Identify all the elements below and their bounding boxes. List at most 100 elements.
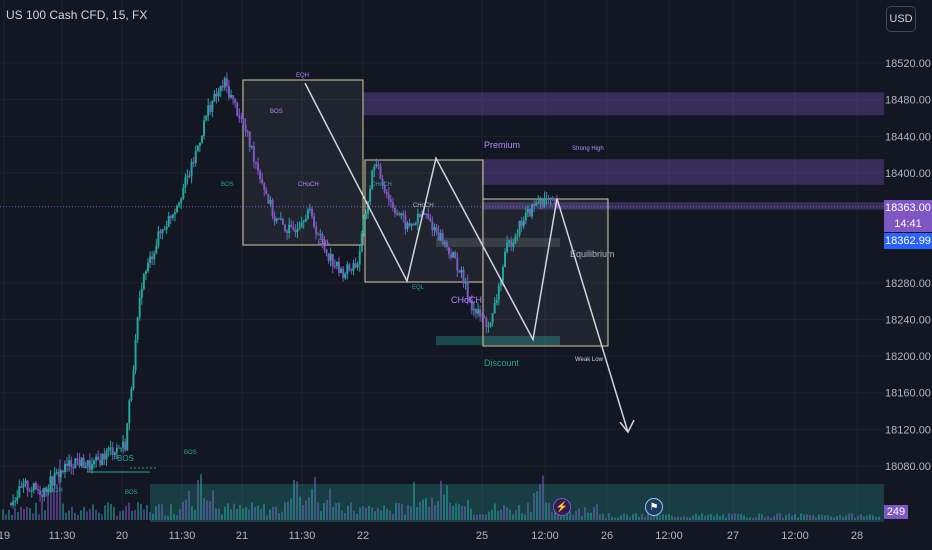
volume-bar	[746, 517, 748, 520]
candle-body	[396, 213, 399, 215]
last-price-label: 18363.00	[884, 200, 932, 216]
eqh-label: EQH	[296, 73, 309, 79]
volume-bar	[71, 506, 73, 520]
candle-body	[90, 464, 93, 470]
candle-body	[176, 205, 179, 213]
candle-body	[43, 488, 46, 497]
candle-body	[310, 208, 313, 217]
volume-bar	[2, 509, 4, 520]
volume-bar	[56, 484, 58, 520]
volume-bar	[53, 488, 55, 520]
candle-body	[535, 202, 538, 206]
candle-body	[80, 457, 83, 467]
volume-bar	[419, 501, 421, 520]
currency-button[interactable]: USD	[886, 6, 916, 32]
candle-body	[364, 214, 367, 219]
candle-body	[501, 266, 504, 281]
candle-body	[225, 78, 228, 86]
volume-bar	[302, 505, 304, 520]
candle-body	[323, 240, 326, 250]
volume-bar	[551, 511, 553, 520]
volume-bar	[278, 513, 280, 520]
candle-body	[34, 482, 37, 490]
candle-body	[28, 490, 31, 492]
candle-body	[142, 273, 145, 289]
candle-body	[456, 258, 459, 271]
price-tick-label: 18200.00	[885, 351, 931, 363]
volume-bar	[605, 517, 607, 520]
volume-bar	[413, 481, 415, 520]
candle-body	[342, 268, 345, 278]
volume-bar	[488, 511, 490, 520]
candle-body	[499, 280, 502, 286]
flag-event-icon[interactable]: ⚑	[645, 498, 663, 516]
candle-body	[126, 423, 129, 451]
volume-bar	[671, 515, 673, 520]
candle-body	[531, 204, 534, 217]
volume-bar	[254, 506, 256, 520]
candle-body	[186, 175, 189, 178]
candle-body	[66, 463, 69, 466]
candle-body	[93, 460, 96, 465]
volume-bar	[740, 513, 742, 520]
candle-body	[16, 497, 19, 501]
candle-body	[163, 229, 166, 231]
candle-body	[105, 450, 108, 460]
volume-bar	[578, 508, 580, 520]
time-tick-label: 22	[357, 530, 369, 542]
candle-body	[508, 240, 511, 243]
candle-body	[333, 266, 336, 268]
volume-bar	[197, 480, 199, 520]
volume-bar	[209, 501, 211, 520]
candle-body	[358, 251, 361, 265]
volume-bar	[734, 513, 736, 520]
volume-bar	[116, 515, 118, 520]
discount-label: Discount	[484, 358, 520, 368]
candle-body	[549, 198, 552, 200]
candle-body	[242, 118, 245, 125]
candle-body	[257, 163, 260, 171]
volume-bar	[479, 513, 481, 520]
volume-bar	[608, 513, 610, 520]
zone-rect	[482, 159, 884, 185]
volume-bar	[620, 515, 622, 520]
volume-bar	[263, 503, 265, 520]
candle-body	[485, 317, 488, 327]
volume-bar	[386, 508, 388, 520]
strong-high-label: Strong High	[572, 146, 604, 152]
volume-bar	[761, 514, 763, 520]
candle-body	[59, 470, 62, 477]
volume-bar	[407, 504, 409, 520]
volume-bar	[839, 514, 841, 520]
time-tick-label: 21	[236, 530, 248, 542]
candle-body	[340, 268, 343, 273]
volume-bar	[821, 514, 823, 520]
lightning-event-icon[interactable]: ⚡	[553, 498, 571, 516]
candle-body	[350, 269, 353, 271]
volume-bar	[23, 509, 25, 520]
candle-body	[445, 242, 448, 248]
volume-bar	[164, 515, 166, 520]
volume-bar	[809, 515, 811, 520]
candle-body	[385, 191, 388, 195]
volume-bar	[128, 502, 130, 520]
volume-bar	[86, 511, 88, 520]
volume-bar	[623, 513, 625, 520]
volume-bar	[662, 514, 664, 520]
volume-bar	[140, 503, 142, 520]
candle-body	[458, 270, 461, 273]
volume-bar	[185, 499, 187, 520]
volume-bar	[824, 515, 826, 520]
volume-bar	[134, 509, 136, 520]
candle-body	[117, 447, 120, 449]
volume-bar	[200, 474, 202, 520]
candle-body	[132, 370, 135, 389]
candle-body	[447, 247, 450, 255]
volume-bar	[17, 512, 19, 520]
candle-body	[205, 116, 208, 121]
volume-bar	[317, 502, 319, 520]
volume-bar	[680, 517, 682, 520]
volume-bar	[143, 509, 145, 520]
candle-body	[514, 236, 517, 243]
